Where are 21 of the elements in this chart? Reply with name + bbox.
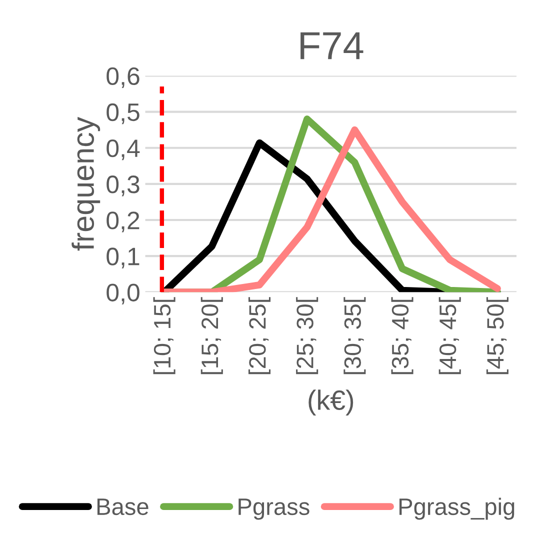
y-tick-label: 0,6 <box>106 67 140 88</box>
x-tick-label: [45; 50[ <box>486 297 508 374</box>
x-tick-label: [30; 35[ <box>344 297 366 374</box>
y-tick-label: 0,1 <box>106 248 140 268</box>
legend-label: Pgrass <box>238 498 310 520</box>
x-axis-title: (k€) <box>308 390 354 416</box>
x-tick-label: [10; 15[ <box>153 297 176 374</box>
chart-title: F74 <box>300 32 364 60</box>
y-axis-title: frequency <box>72 116 100 251</box>
y-tick-label: 0,3 <box>106 176 140 196</box>
y-tick-label: 0,2 <box>106 212 140 232</box>
y-tick-label: 0,4 <box>106 139 140 160</box>
y-tick-label: 0,0 <box>106 284 140 304</box>
x-tick-label: [35; 40[ <box>391 297 414 374</box>
legend-label: Pgrass_pig <box>399 498 514 520</box>
x-tick-label: [15; 20[ <box>200 297 223 374</box>
y-tick-label: 0,5 <box>106 103 140 124</box>
x-tick-label: [40; 45[ <box>438 297 461 374</box>
x-tick-label: [20; 25[ <box>248 297 270 374</box>
legend-label: Base <box>97 498 148 516</box>
x-tick-label: [25; 30[ <box>296 297 318 374</box>
